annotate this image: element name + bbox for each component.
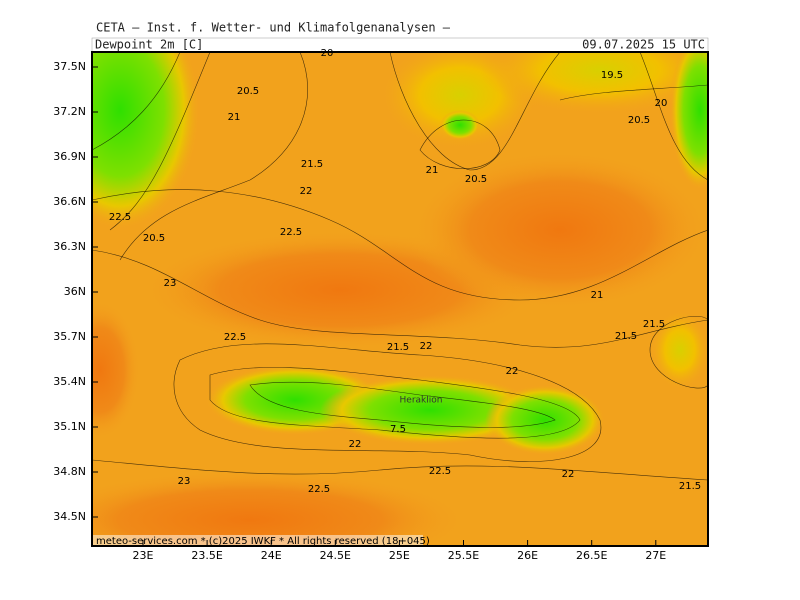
contour-label: 20 <box>321 48 334 59</box>
lon-label: 27E <box>645 549 666 562</box>
lat-label: 35.1N <box>53 420 86 433</box>
contour-label: 21 <box>591 290 604 301</box>
lon-label: 25E <box>389 549 410 562</box>
contour-label: 22 <box>300 186 313 197</box>
lon-label: 26E <box>517 549 538 562</box>
lat-label: 37.2N <box>53 105 86 118</box>
lon-label: 24E <box>261 549 282 562</box>
contour-label: 22.5 <box>429 466 451 477</box>
map-field <box>92 52 708 546</box>
contour-label: 22.5 <box>308 484 330 495</box>
lon-label: 23.5E <box>191 549 222 562</box>
contour-label: 21.5 <box>679 481 701 492</box>
lat-label: 37.5N <box>53 60 86 73</box>
contour-label: 23 <box>164 278 177 289</box>
lat-label: 35.4N <box>53 375 86 388</box>
lon-label: 24.5E <box>320 549 351 562</box>
lat-label: 36.9N <box>53 150 86 163</box>
title: Dewpoint 2m [C] <box>95 38 203 52</box>
contour-label: 20.5 <box>143 233 165 244</box>
lon-label: 25.5E <box>448 549 479 562</box>
contour-label: 20.5 <box>465 174 487 185</box>
lat-label: 36.6N <box>53 195 86 208</box>
contour-label: 22 <box>506 366 519 377</box>
map-frame <box>91 51 709 547</box>
contour-label: 22 <box>420 341 433 352</box>
contour-label: 21.5 <box>643 319 665 330</box>
footer: meteo-services.com * (c)2025 IWKF * All … <box>96 536 430 547</box>
lat-label: 36.3N <box>53 240 86 253</box>
lon-label: 26.5E <box>576 549 607 562</box>
contour-label: 21 <box>228 112 241 123</box>
header: CETA — Inst. f. Wetter- und Klimafolgena… <box>96 21 451 35</box>
lat-label: 35.7N <box>53 330 86 343</box>
contour-label: 7.5 <box>390 424 406 435</box>
contour-label: 21.5 <box>387 342 409 353</box>
footer-bg <box>93 535 423 545</box>
contour-label: 22 <box>562 469 575 480</box>
labels: 37.5N 37.2N 36.9N 36.6N 36.3N 36N 35.7N 35.4N 35… <box>53 48 701 562</box>
contour-label: 22.5 <box>280 227 302 238</box>
contour-label: 22.5 <box>224 332 246 343</box>
contour-label: 19.5 <box>601 70 623 81</box>
lat-label: 34.8N <box>53 465 86 478</box>
lon-label: 23E <box>133 549 154 562</box>
place-label: Heraklion <box>400 396 443 406</box>
contour-label: 22.5 <box>109 212 131 223</box>
contour-label: 23 <box>178 476 191 487</box>
contour-label: 21 <box>426 165 439 176</box>
contour-label: 21.5 <box>301 159 323 170</box>
lat-label: 34.5N <box>53 510 86 523</box>
lat-label: 36N <box>64 285 86 298</box>
contour-label: 22 <box>349 439 362 450</box>
contour-label: 20 <box>655 98 668 109</box>
datetime: 09.07.2025 15 UTC <box>582 38 705 52</box>
contour-label: 20.5 <box>237 86 259 97</box>
contour-label: 21.5 <box>615 331 637 342</box>
contour-label: 20.5 <box>628 115 650 126</box>
